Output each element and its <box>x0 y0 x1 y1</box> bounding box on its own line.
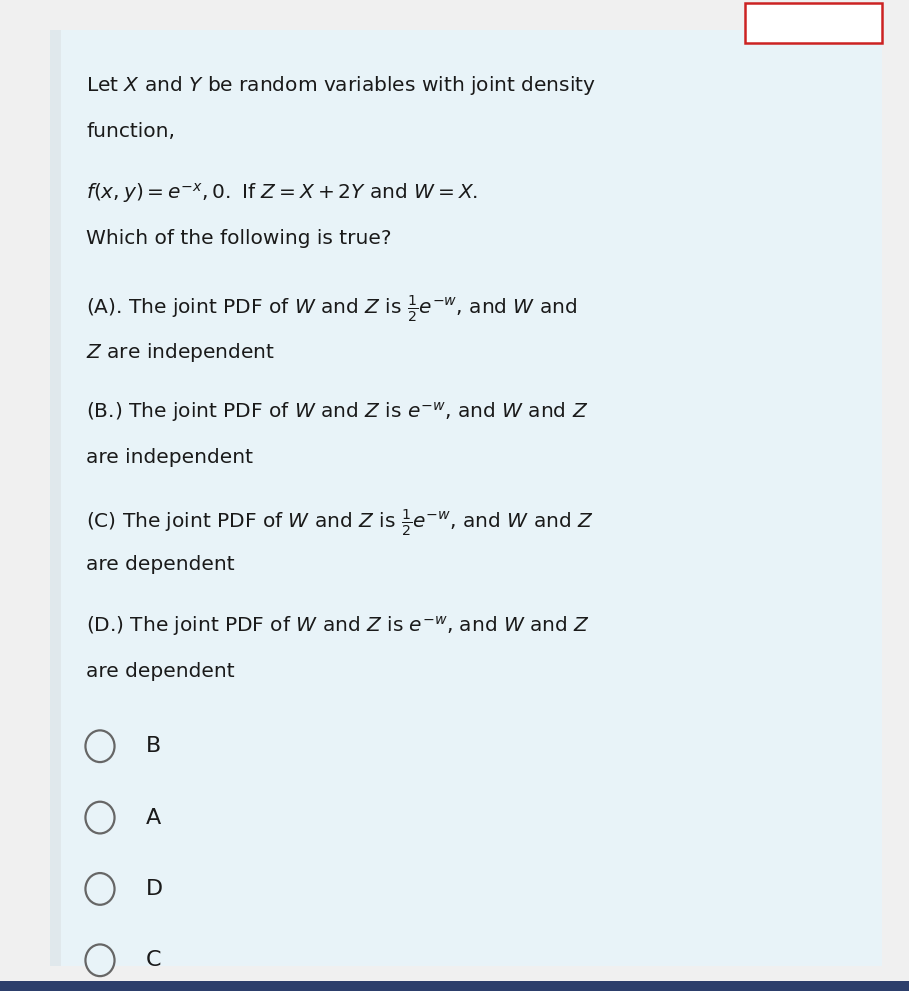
Text: are dependent: are dependent <box>86 662 235 681</box>
Text: C: C <box>145 950 161 970</box>
Text: D: D <box>145 879 163 899</box>
Bar <box>50 30 61 966</box>
Text: are independent: are independent <box>86 448 254 467</box>
Circle shape <box>85 944 115 976</box>
Text: (A). The joint PDF of $W$ and $Z$ is $\frac{1}{2}e^{-w}$, and $W$ and: (A). The joint PDF of $W$ and $Z$ is $\f… <box>86 293 577 324</box>
Text: (D.) The joint PDF of $W$ and $Z$ is $e^{-w}$, and $W$ and $Z$: (D.) The joint PDF of $W$ and $Z$ is $e^… <box>86 614 590 638</box>
Text: Which of the following is true?: Which of the following is true? <box>86 229 392 248</box>
Circle shape <box>85 730 115 762</box>
Text: (C) The joint PDF of $W$ and $Z$ is $\frac{1}{2}e^{-w}$, and $W$ and $Z$: (C) The joint PDF of $W$ and $Z$ is $\fr… <box>86 507 594 538</box>
Bar <box>745 3 882 43</box>
Text: function,: function, <box>86 122 175 141</box>
Bar <box>0 981 909 991</box>
Text: $f(x, y) = e^{-x}, 0.$ If $Z = X + 2Y$ and $W = X.$: $f(x, y) = e^{-x}, 0.$ If $Z = X + 2Y$ a… <box>86 181 478 205</box>
Text: (B.) The joint PDF of $W$ and $Z$ is $e^{-w}$, and $W$ and $Z$: (B.) The joint PDF of $W$ and $Z$ is $e^… <box>86 400 588 424</box>
Text: $Z$ are independent: $Z$ are independent <box>86 341 275 364</box>
Text: are dependent: are dependent <box>86 555 235 574</box>
Circle shape <box>85 873 115 905</box>
Text: Let $X$ and $Y$ be random variables with joint density: Let $X$ and $Y$ be random variables with… <box>86 74 596 97</box>
Text: A: A <box>145 808 161 827</box>
Text: B: B <box>145 736 161 756</box>
Circle shape <box>85 802 115 833</box>
